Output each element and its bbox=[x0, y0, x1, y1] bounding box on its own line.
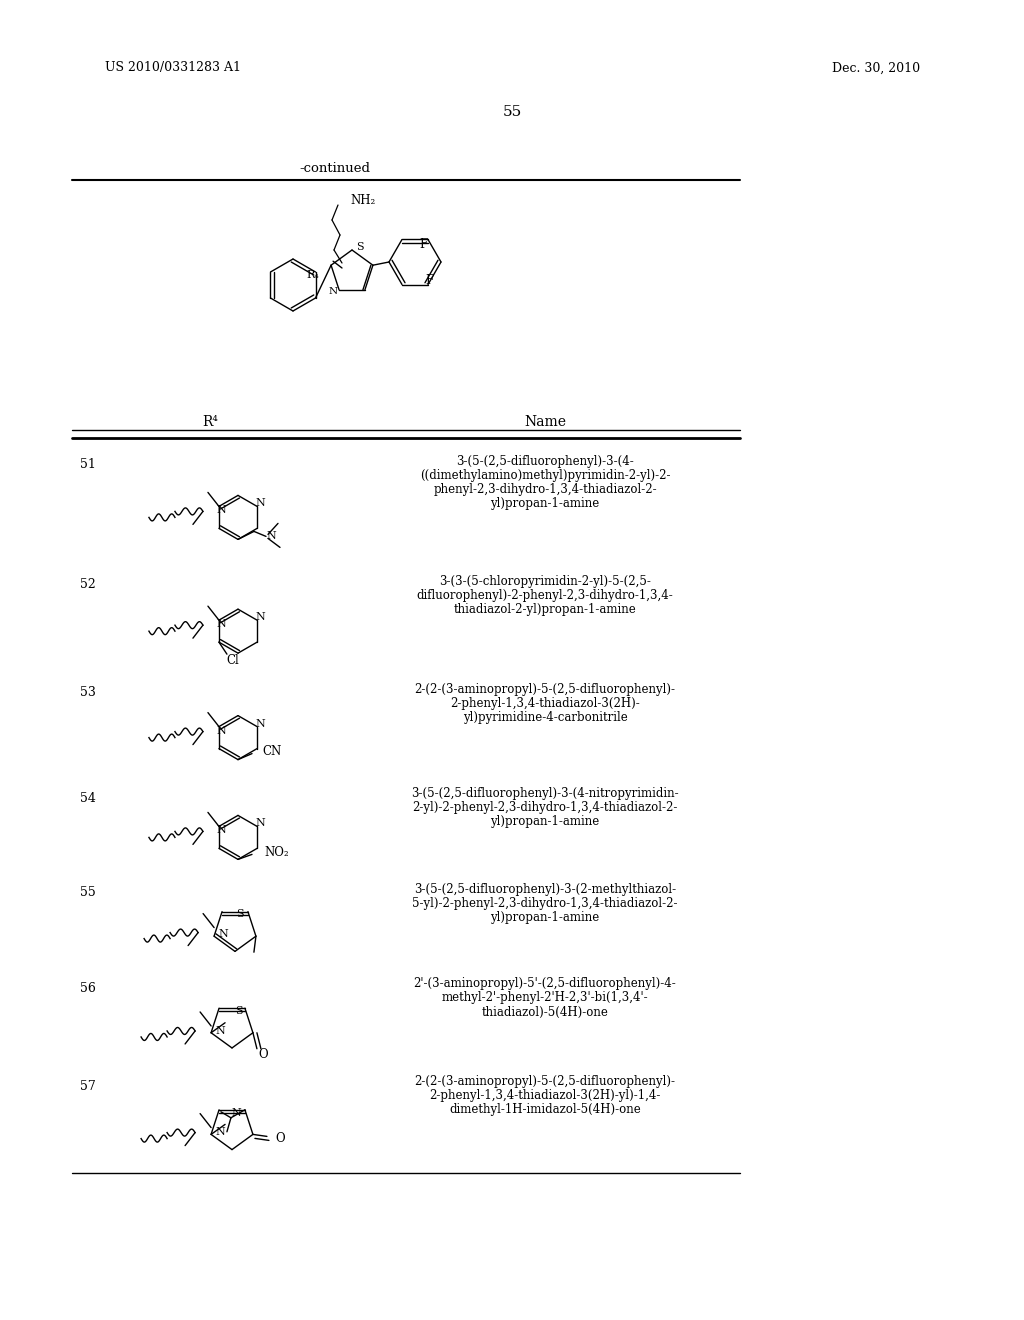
Text: difluorophenyl)-2-phenyl-2,3-dihydro-1,3,4-: difluorophenyl)-2-phenyl-2,3-dihydro-1,3… bbox=[417, 589, 674, 602]
Text: O: O bbox=[258, 1048, 267, 1061]
Text: N: N bbox=[255, 612, 265, 622]
Text: 2-(2-(3-aminopropyl)-5-(2,5-difluorophenyl)-: 2-(2-(3-aminopropyl)-5-(2,5-difluorophen… bbox=[415, 1076, 676, 1089]
Text: dimethyl-1H-imidazol-5(4H)-one: dimethyl-1H-imidazol-5(4H)-one bbox=[450, 1104, 641, 1117]
Text: phenyl-2,3-dihydro-1,3,4-thiadiazol-2-: phenyl-2,3-dihydro-1,3,4-thiadiazol-2- bbox=[433, 483, 656, 495]
Text: 54: 54 bbox=[80, 792, 96, 804]
Text: 2-(2-(3-aminopropyl)-5-(2,5-difluorophenyl)-: 2-(2-(3-aminopropyl)-5-(2,5-difluorophen… bbox=[415, 682, 676, 696]
Text: N: N bbox=[329, 288, 338, 296]
Text: NO₂: NO₂ bbox=[264, 846, 289, 859]
Text: S: S bbox=[356, 242, 364, 252]
Text: F: F bbox=[419, 238, 427, 251]
Text: 3-(5-(2,5-difluorophenyl)-3-(4-: 3-(5-(2,5-difluorophenyl)-3-(4- bbox=[456, 454, 634, 467]
Text: N: N bbox=[216, 726, 226, 735]
Text: N: N bbox=[215, 1026, 225, 1036]
Text: N: N bbox=[216, 506, 226, 515]
Text: 3-(3-(5-chloropyrimidin-2-yl)-5-(2,5-: 3-(3-(5-chloropyrimidin-2-yl)-5-(2,5- bbox=[439, 574, 651, 587]
Text: N: N bbox=[231, 1107, 241, 1118]
Text: 53: 53 bbox=[80, 686, 96, 700]
Text: N: N bbox=[255, 818, 265, 829]
Text: N: N bbox=[216, 619, 226, 630]
Text: F: F bbox=[425, 273, 433, 286]
Text: ((dimethylamino)methyl)pyrimidin-2-yl)-2-: ((dimethylamino)methyl)pyrimidin-2-yl)-2… bbox=[420, 469, 671, 482]
Text: S: S bbox=[237, 908, 244, 919]
Text: 2-phenyl-1,3,4-thiadiazol-3(2H)-: 2-phenyl-1,3,4-thiadiazol-3(2H)- bbox=[451, 697, 640, 710]
Text: yl)propan-1-amine: yl)propan-1-amine bbox=[490, 816, 600, 829]
Text: 51: 51 bbox=[80, 458, 96, 471]
Text: methyl-2'-phenyl-2'H-2,3'-bi(1,3,4'-: methyl-2'-phenyl-2'H-2,3'-bi(1,3,4'- bbox=[441, 991, 648, 1005]
Text: 55: 55 bbox=[503, 106, 521, 119]
Text: yl)propan-1-amine: yl)propan-1-amine bbox=[490, 496, 600, 510]
Text: NH₂: NH₂ bbox=[350, 194, 375, 206]
Text: yl)pyrimidine-4-carbonitrile: yl)pyrimidine-4-carbonitrile bbox=[463, 710, 628, 723]
Text: 3-(5-(2,5-difluorophenyl)-3-(4-nitropyrimidin-: 3-(5-(2,5-difluorophenyl)-3-(4-nitropyri… bbox=[412, 788, 679, 800]
Text: -continued: -continued bbox=[299, 161, 371, 174]
Text: thiadiazol-2-yl)propan-1-amine: thiadiazol-2-yl)propan-1-amine bbox=[454, 602, 636, 615]
Text: R₄: R₄ bbox=[307, 271, 319, 280]
Text: Cl: Cl bbox=[226, 653, 240, 667]
Text: N: N bbox=[266, 532, 275, 541]
Text: Name: Name bbox=[524, 414, 566, 429]
Text: 55: 55 bbox=[80, 887, 96, 899]
Text: 57: 57 bbox=[80, 1080, 96, 1093]
Text: 52: 52 bbox=[80, 578, 96, 591]
Text: 5-yl)-2-phenyl-2,3-dihydro-1,3,4-thiadiazol-2-: 5-yl)-2-phenyl-2,3-dihydro-1,3,4-thiadia… bbox=[413, 896, 678, 909]
Text: R⁴: R⁴ bbox=[202, 414, 218, 429]
Text: N: N bbox=[216, 825, 226, 836]
Text: N: N bbox=[255, 499, 265, 508]
Text: CN: CN bbox=[262, 744, 282, 758]
Text: thiadiazol)-5(4H)-one: thiadiazol)-5(4H)-one bbox=[481, 1006, 608, 1019]
Text: S: S bbox=[236, 1006, 243, 1016]
Text: O: O bbox=[274, 1131, 285, 1144]
Text: N: N bbox=[255, 718, 265, 729]
Text: 2-phenyl-1,3,4-thiadiazol-3(2H)-yl)-1,4-: 2-phenyl-1,3,4-thiadiazol-3(2H)-yl)-1,4- bbox=[429, 1089, 660, 1102]
Text: 3-(5-(2,5-difluorophenyl)-3-(2-methylthiazol-: 3-(5-(2,5-difluorophenyl)-3-(2-methylthi… bbox=[414, 883, 676, 895]
Text: 2-yl)-2-phenyl-2,3-dihydro-1,3,4-thiadiazol-2-: 2-yl)-2-phenyl-2,3-dihydro-1,3,4-thiadia… bbox=[413, 801, 678, 814]
Text: N: N bbox=[218, 929, 227, 940]
Text: yl)propan-1-amine: yl)propan-1-amine bbox=[490, 911, 600, 924]
Text: 2'-(3-aminopropyl)-5'-(2,5-difluorophenyl)-4-: 2'-(3-aminopropyl)-5'-(2,5-difluoropheny… bbox=[414, 978, 677, 990]
Text: Dec. 30, 2010: Dec. 30, 2010 bbox=[831, 62, 920, 74]
Text: N: N bbox=[215, 1127, 225, 1138]
Text: 56: 56 bbox=[80, 982, 96, 994]
Text: US 2010/0331283 A1: US 2010/0331283 A1 bbox=[105, 62, 241, 74]
